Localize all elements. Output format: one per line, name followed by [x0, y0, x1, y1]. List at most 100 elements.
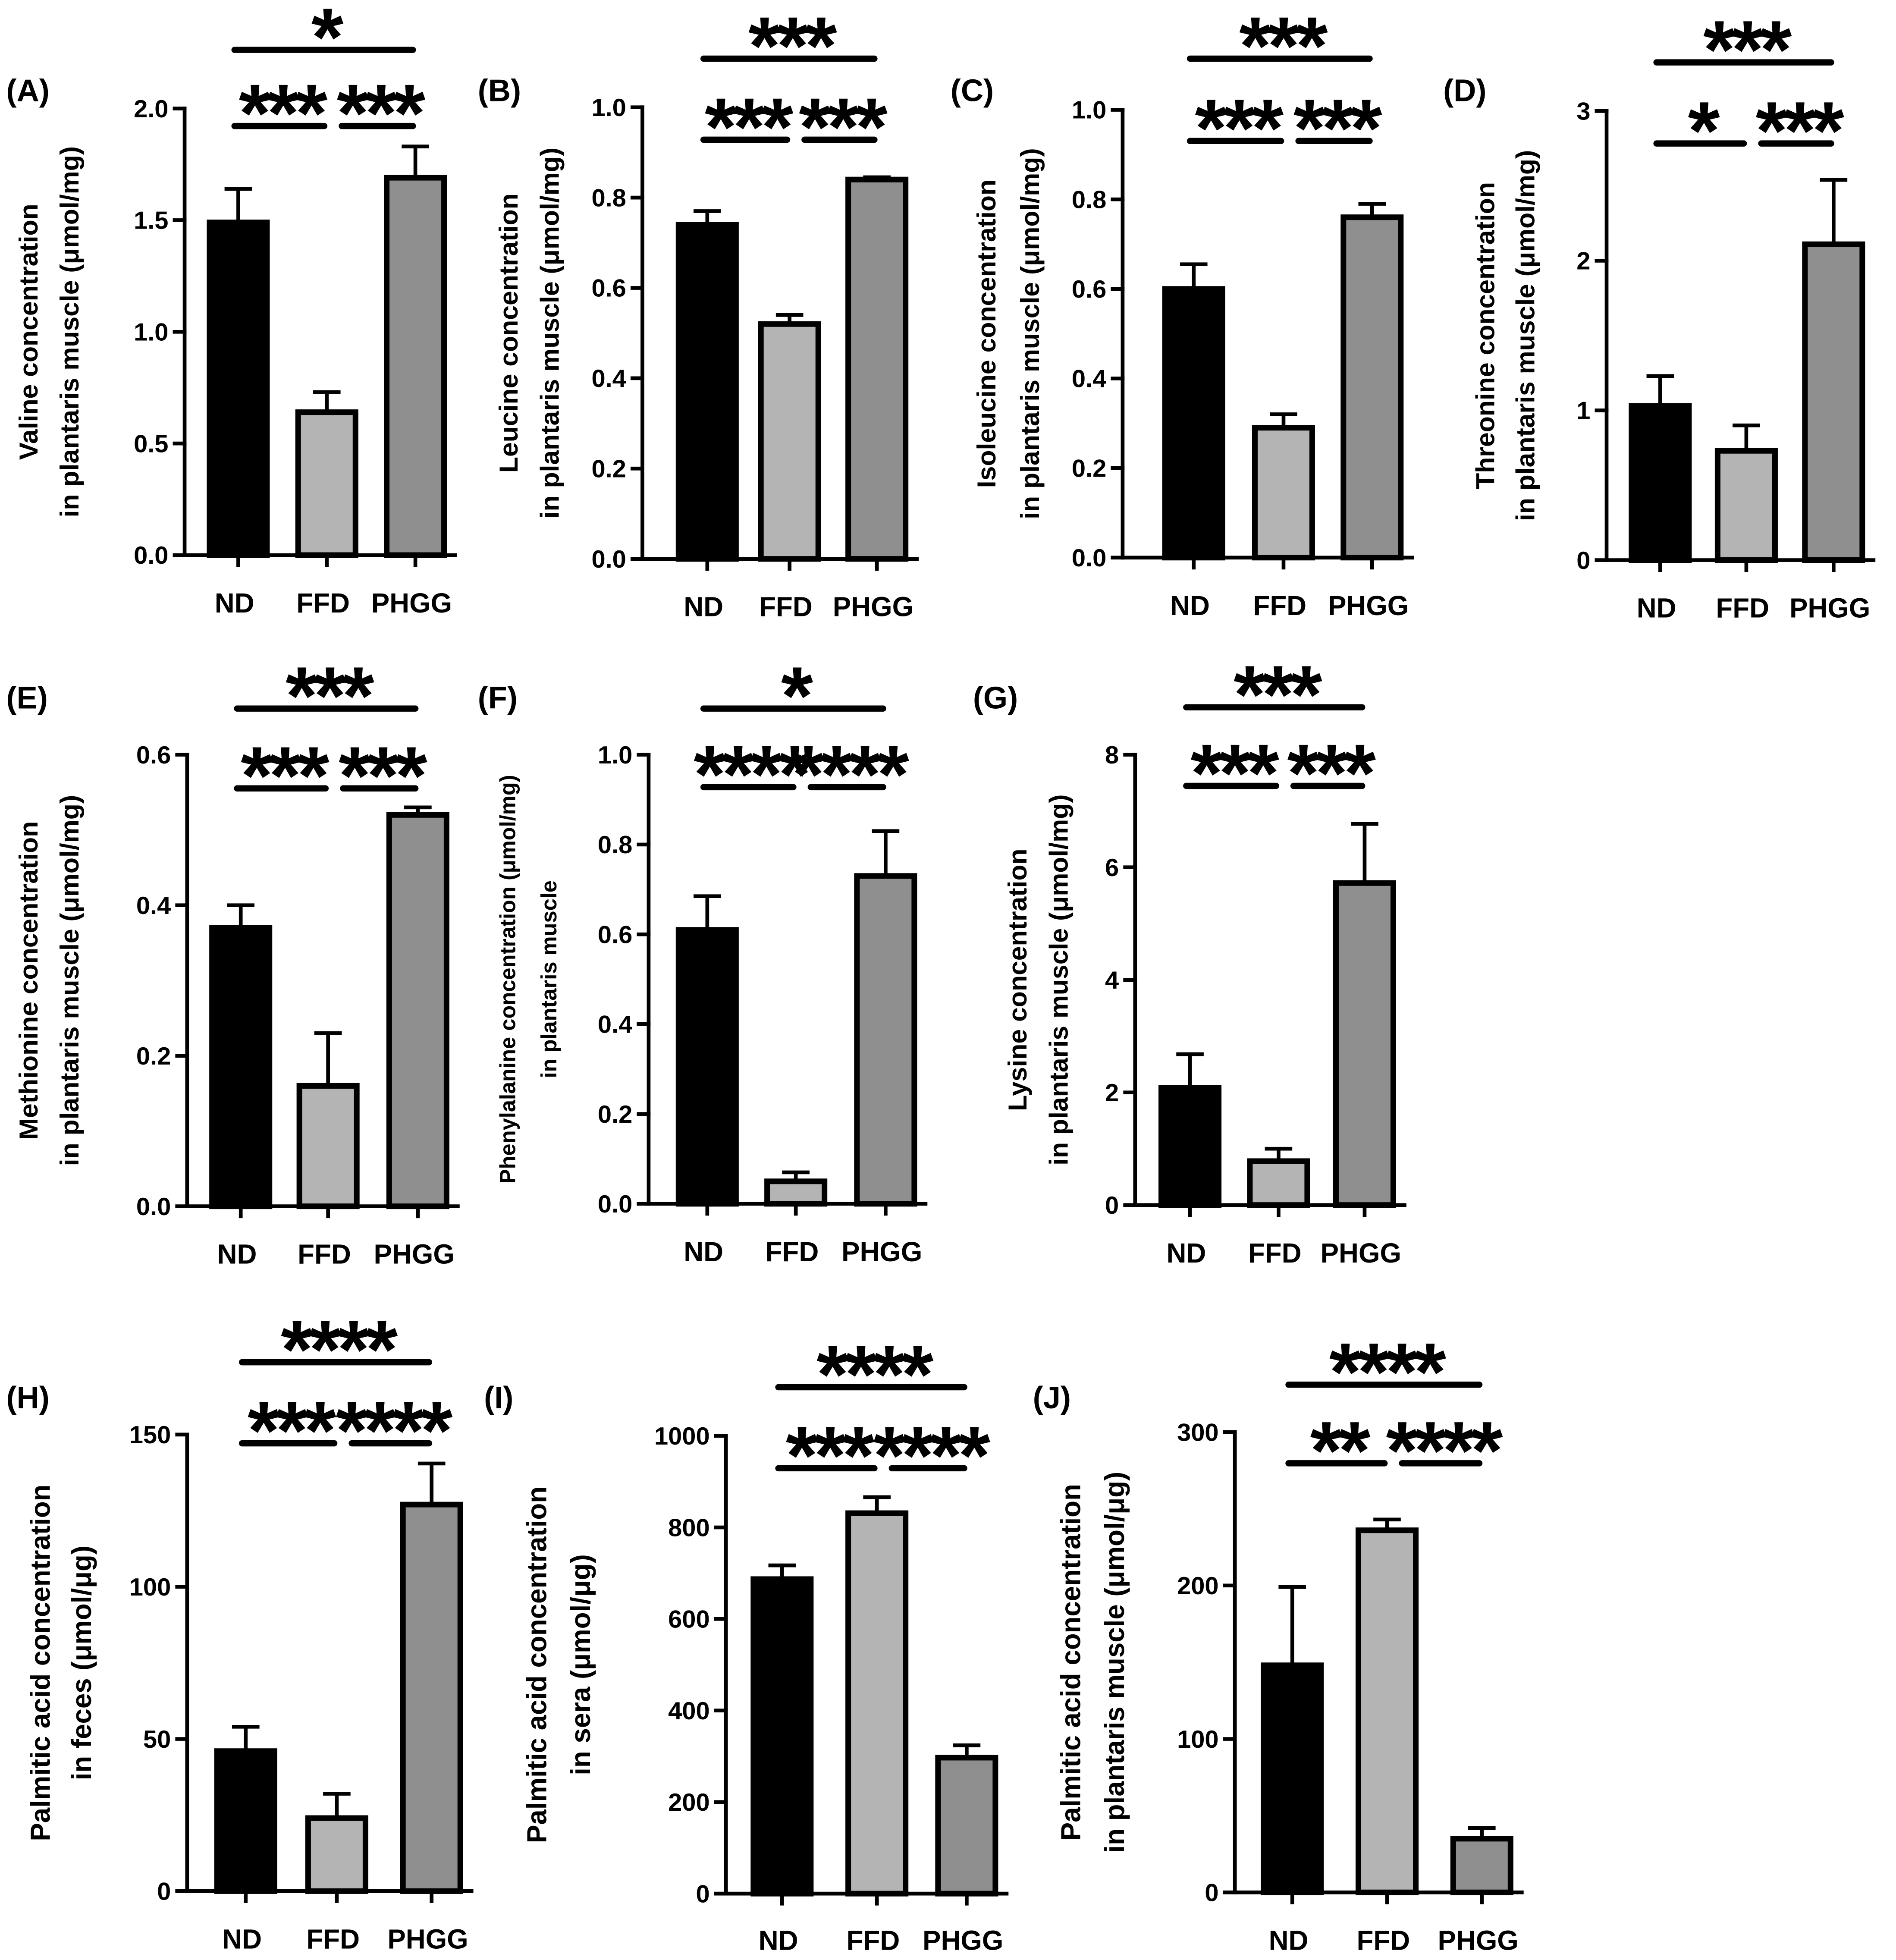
y-tick-label: 600 [668, 1606, 709, 1633]
bar-phgg [845, 176, 909, 562]
y-tick-label: 0.5 [134, 430, 168, 458]
bar-phgg [400, 1501, 463, 1894]
panel-a: (A) Valine concentration in plantaris musc… [6, 0, 457, 619]
bar-ffd [845, 1510, 909, 1897]
significance-label: ** [1310, 1405, 1371, 1497]
panel-j: (J) Palmitic acid concentration in plantar… [1033, 1326, 1524, 1956]
bar-nd [1261, 1662, 1324, 1895]
significance-label: * [781, 650, 813, 742]
y-tick-label: 200 [1177, 1572, 1218, 1600]
significance-label: *** [1234, 649, 1322, 741]
significance-label: * [1688, 85, 1720, 177]
y-tick-label: 0.6 [136, 741, 171, 769]
x-category-label: ND [684, 592, 723, 622]
y-tick-label: 0 [1576, 547, 1590, 575]
significance-label: **** [1386, 1405, 1503, 1497]
x-category-label: PHGG [1438, 1925, 1518, 1956]
bar-nd [675, 222, 739, 562]
bar-phgg [384, 175, 447, 558]
x-category-label: ND [1170, 591, 1210, 621]
y-tick-label: 200 [668, 1789, 709, 1816]
x-category-label: ND [759, 1925, 798, 1956]
y-axis-title-line: Lysine concentration [1003, 848, 1032, 1111]
y-tick-label: 0.6 [598, 921, 632, 949]
x-category-label: ND [222, 1924, 262, 1954]
x-category-label: PHGG [923, 1925, 1003, 1956]
x-category-label: PHGG [1328, 591, 1409, 621]
significance-label: *** [1756, 85, 1845, 177]
y-tick-label: 0.2 [1072, 455, 1106, 482]
y-tick-label: 0.2 [136, 1043, 171, 1070]
x-category-label: FFD [296, 588, 350, 619]
x-category-label: ND [215, 588, 254, 619]
significance-label: *** [1703, 4, 1792, 96]
bar-ffd [1247, 1158, 1310, 1208]
x-category-label: ND [1269, 1925, 1309, 1956]
bar-phgg [854, 873, 917, 1207]
y-tick-label: 0.8 [591, 184, 626, 212]
y-tick-label: 3 [1576, 98, 1590, 126]
panel-d: (D) Threonine concentration in plantaris m… [1443, 4, 1876, 624]
y-axis-title-line: Threonine concentration [1471, 182, 1500, 489]
bar-nd [675, 927, 739, 1207]
bar-ffd [295, 409, 358, 558]
y-tick-label: 1.0 [591, 94, 626, 122]
y-tick-label: 0 [1105, 1192, 1119, 1219]
y-tick-label: 800 [668, 1514, 709, 1542]
y-axis-title-line: Palmitic acid concentration [25, 1485, 56, 1841]
significance-label: *** [339, 730, 427, 822]
y-tick-label: 0.8 [1072, 186, 1106, 214]
x-category-label: PHGG [371, 588, 452, 619]
y-axis-title-line: in plantaris muscle (μmol/mg) [55, 795, 84, 1166]
x-category-label: ND [1166, 1238, 1206, 1269]
significance-label: *** [1287, 727, 1376, 819]
y-tick-label: 300 [1177, 1419, 1218, 1446]
y-axis-title-line: Phenylalanine concentration (μmol/mg) [495, 775, 520, 1184]
significance-label: *** [786, 1410, 875, 1501]
y-tick-label: 0.2 [598, 1101, 632, 1128]
bar-nd [1158, 1085, 1222, 1208]
y-axis-title-line: Palmitic acid concentration [1056, 1484, 1086, 1841]
bar-phgg [1340, 214, 1404, 561]
y-tick-label: 0 [1205, 1879, 1218, 1907]
y-axis-title-line: Valine concentration [14, 204, 43, 460]
y-tick-label: 0.8 [598, 831, 632, 859]
x-category-label: PHGG [1789, 593, 1870, 624]
panel-e: (E) Methionine concentration in plantaris … [6, 650, 460, 1270]
y-axis-title-line: in plantaris muscle (μmol/μg) [1099, 1472, 1130, 1853]
panel-label: (D) [1443, 73, 1486, 108]
panel-h: (H) Palmitic acid concentration in feces (… [6, 1304, 474, 1954]
bar-nd [207, 220, 270, 558]
y-tick-label: 0.0 [591, 546, 626, 573]
y-tick-label: 0.2 [591, 455, 626, 483]
y-tick-label: 0 [696, 1880, 709, 1908]
significance-label: *** [1190, 727, 1279, 819]
panel-label: (I) [484, 1381, 513, 1415]
significance-label: *** [1195, 82, 1284, 174]
bar-nd [750, 1576, 814, 1897]
y-tick-label: 0.6 [591, 275, 626, 302]
y-tick-label: 0.4 [136, 892, 171, 920]
y-tick-label: 0.0 [134, 542, 168, 569]
x-category-label: FFD [306, 1924, 360, 1954]
significance-label: **** [1329, 1326, 1447, 1418]
y-tick-label: 100 [1177, 1726, 1218, 1753]
y-tick-label: 1 [1576, 397, 1590, 425]
significance-label: **** [281, 1304, 398, 1395]
x-category-label: PHGG [841, 1237, 922, 1267]
bar-nd [1162, 286, 1225, 561]
bar-phgg [935, 1755, 998, 1897]
y-tick-label: 0.4 [591, 365, 626, 393]
y-tick-label: 8 [1105, 741, 1119, 769]
y-axis-title-line: Methionine concentration [14, 821, 43, 1140]
y-axis-title-line: in plantaris muscle (μmol/mg) [1015, 148, 1045, 519]
panel-label: (B) [478, 73, 521, 108]
y-tick-label: 0.0 [136, 1193, 171, 1221]
y-axis-title-line: in sera (μmol/μg) [565, 1554, 596, 1775]
significance-label: *** [337, 67, 426, 159]
y-tick-label: 1.0 [1072, 97, 1106, 124]
bar-ffd [758, 321, 821, 562]
x-category-label: ND [684, 1237, 723, 1267]
y-axis-title-line: in plantaris muscle (μmol/mg) [1510, 150, 1540, 521]
